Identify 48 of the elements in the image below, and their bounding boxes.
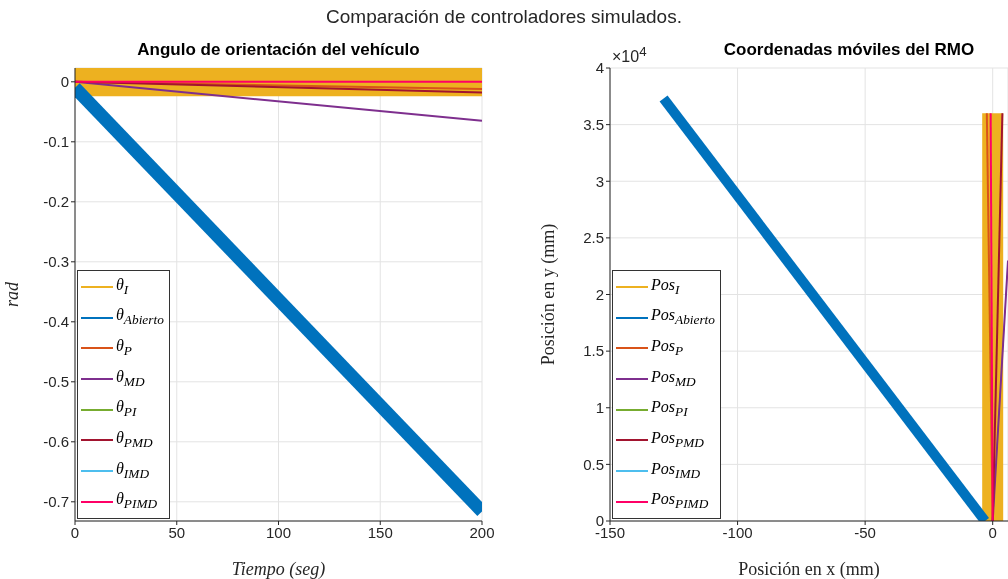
chart-title: Angulo de orientación del vehículo: [136, 40, 421, 60]
y-tick-label: 0: [60, 73, 69, 91]
chart-title: Coordenadas móviles del RMO: [722, 40, 976, 60]
legend-label: Pos$_{MD}$: [651, 366, 696, 391]
legend-label: θ$_{Abierto}$: [116, 305, 164, 330]
x-tick-label: 0: [988, 523, 997, 541]
y-tick-label: -0.3: [43, 253, 69, 271]
x-tick-label: 0: [70, 523, 80, 541]
x-axis-title: Posición en x (mm): [738, 559, 880, 579]
y-tick-label: -0.7: [43, 493, 69, 511]
y-tick-label: -0.5: [43, 373, 69, 391]
legend-label: θ$_{PIMD}$: [116, 489, 158, 514]
legend-label: Pos$_{PI}$: [651, 397, 688, 422]
y-tick-label: 1.5: [583, 342, 604, 360]
x-tick-label: 50: [168, 523, 186, 541]
legend-label: Pos$_{Abierto}$: [651, 305, 715, 330]
legend-label: θ$_{I}$: [116, 274, 129, 299]
y-tick-label: -0.6: [43, 433, 69, 451]
text: Comparación de controladores simulados.: [325, 6, 683, 28]
y-tick-label: -0.2: [43, 193, 69, 211]
y-tick-label: 0.5: [583, 455, 604, 473]
x-axis-title: Tiempo (seg): [231, 559, 326, 579]
y-tick-label: 4: [595, 59, 604, 77]
legend-label: Pos$_{P}$: [651, 335, 684, 361]
x-tick-label: 200: [469, 523, 495, 541]
y-axis-title: rad: [2, 281, 23, 308]
legend-label: θ$_{PI}$: [116, 397, 137, 422]
y-tick-label: -0.1: [43, 133, 69, 151]
x-tick-label: 100: [265, 523, 292, 541]
legend-label: θ$_{P}$: [116, 335, 133, 361]
x-tick-label: 150: [367, 523, 393, 541]
y-axis-title: Posición en y (mm): [538, 223, 560, 366]
legend-label: Pos$_{PMD}$: [651, 427, 704, 453]
y-tick-label: 1: [595, 399, 604, 417]
legend-label: Pos$_{PIMD}$: [651, 489, 709, 514]
y-tick-label: 2.5: [583, 229, 604, 247]
x-tick-label: -100: [722, 523, 753, 541]
y-tick-label: 2: [595, 285, 604, 303]
legend-label: θ$_{MD}$: [116, 366, 145, 391]
legend-label: θ$_{IMD}$: [116, 458, 150, 483]
y-tick-label: -0.4: [43, 313, 69, 331]
y-tick-label: 3.5: [583, 115, 604, 133]
y-tick-label: 3: [595, 172, 604, 190]
text: ×10$^{4}$: [612, 44, 647, 67]
legend-label: Pos$_{I}$: [651, 274, 680, 299]
x-tick-label: -50: [854, 523, 876, 541]
legend-label: Pos$_{IMD}$: [651, 458, 701, 483]
legend-label: θ$_{PMD}$: [116, 427, 153, 453]
